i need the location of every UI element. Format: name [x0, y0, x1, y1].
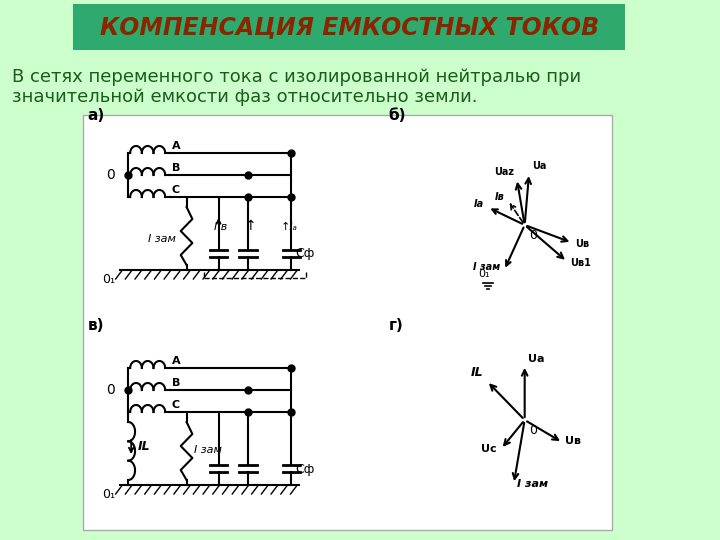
Text: Iв: Iв: [495, 192, 504, 202]
Text: значительной емкости фаз относительно земли.: значительной емкости фаз относительно зе…: [12, 88, 477, 106]
Text: C: C: [172, 400, 180, 410]
Text: 0: 0: [106, 168, 114, 182]
Text: 0₁: 0₁: [478, 269, 490, 279]
Text: 0₁: 0₁: [102, 273, 114, 286]
Text: Uаz: Uаz: [494, 167, 514, 177]
Text: КОМПЕНСАЦИЯ ЕМКОСТНЫХ ТОКОВ: КОМПЕНСАЦИЯ ЕМКОСТНЫХ ТОКОВ: [100, 15, 599, 39]
Text: ↑Iₐ: ↑Iₐ: [281, 222, 298, 232]
Text: A: A: [172, 356, 181, 366]
Text: IL: IL: [138, 440, 150, 453]
Text: I зам: I зам: [194, 445, 222, 455]
Text: г): г): [389, 318, 403, 333]
Text: 0: 0: [529, 424, 538, 437]
Text: В сетях переменного тока с изолированной нейтралью при: В сетях переменного тока с изолированной…: [12, 68, 581, 86]
Text: Uа: Uа: [528, 354, 544, 364]
Text: а): а): [87, 108, 104, 123]
Text: Cф: Cф: [295, 247, 315, 260]
Text: Uв: Uв: [565, 436, 582, 447]
Text: Uc: Uc: [482, 444, 497, 454]
Text: B: B: [172, 163, 180, 173]
Bar: [83, 115, 612, 530]
Text: Uв1: Uв1: [570, 258, 591, 268]
Text: A: A: [172, 141, 181, 151]
Text: 0: 0: [529, 229, 538, 242]
Text: 0: 0: [106, 383, 114, 397]
Text: в): в): [87, 318, 104, 333]
Text: Uа: Uа: [532, 161, 546, 171]
Text: I зам: I зам: [473, 262, 500, 272]
Text: 0₁: 0₁: [102, 488, 114, 501]
Text: Uв: Uв: [575, 239, 589, 249]
Text: C: C: [172, 185, 180, 195]
Bar: [73, 4, 625, 50]
Text: IL: IL: [470, 366, 483, 379]
Text: б): б): [389, 108, 406, 123]
Text: I зам: I зам: [517, 479, 548, 489]
Text: I в: I в: [214, 222, 228, 232]
Text: Ia: Ia: [474, 199, 484, 210]
Text: Cф: Cф: [295, 462, 315, 476]
Text: ↑: ↑: [244, 219, 256, 233]
Text: I зам: I зам: [148, 234, 176, 244]
Text: B: B: [172, 378, 180, 388]
